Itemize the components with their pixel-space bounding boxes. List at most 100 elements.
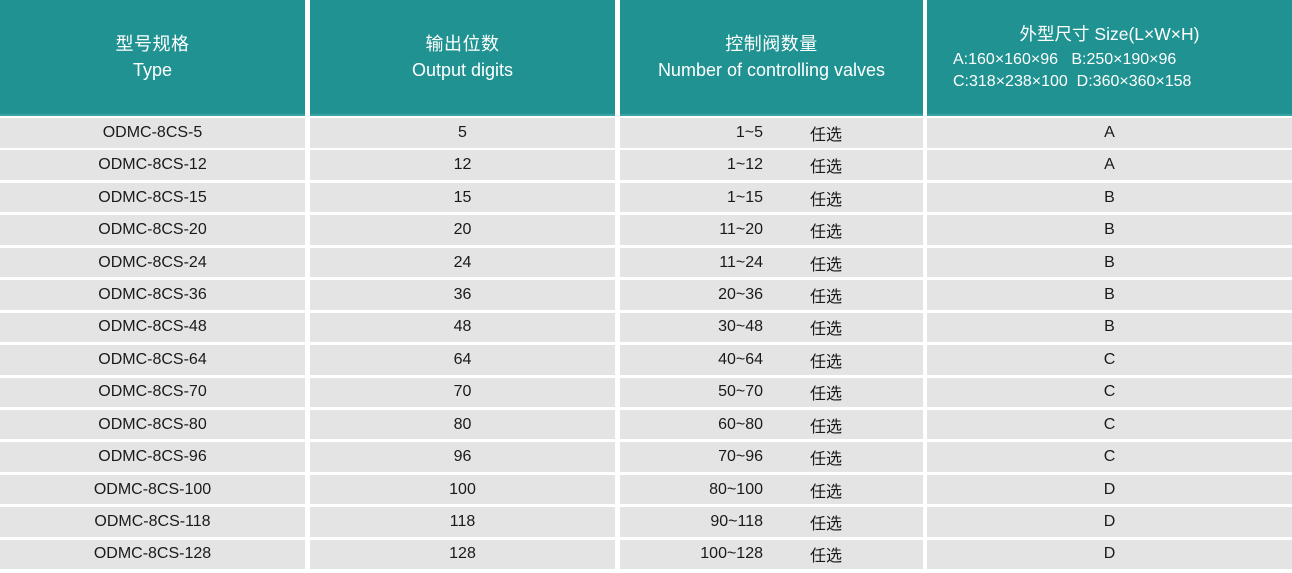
cell-valves: 100~128 任选 [620, 539, 923, 570]
column-divider-1 [305, 377, 310, 410]
column-divider-2 [615, 442, 620, 475]
column-divider-1 [305, 182, 310, 216]
column-divider-2 [615, 150, 620, 183]
cell-size: C [927, 409, 1292, 440]
cell-valve-range: 1~5 [735, 123, 763, 141]
column-divider-1 [305, 345, 310, 378]
cell-valve-range: 70~96 [718, 448, 763, 466]
cell-output-digits: 15 [310, 182, 615, 213]
column-header-size-line2: C:318×238×100 D:360×360×158 [953, 73, 1192, 90]
cell-size: A [927, 118, 1292, 148]
cell-type-value: ODMC-8CS-48 [98, 318, 207, 336]
header-divider-3 [923, 0, 927, 116]
cell-type: ODMC-8CS-24 [0, 247, 305, 278]
cell-output-digits: 36 [310, 280, 615, 310]
cell-valves: 11~24 任选 [620, 247, 923, 278]
cell-type-value: ODMC-8CS-5 [102, 123, 203, 141]
cell-output-digits-value: 36 [453, 285, 472, 303]
column-divider-2 [615, 507, 620, 540]
header-divider-2 [615, 0, 620, 116]
cell-output-digits-value: 118 [449, 513, 476, 530]
cell-output-digits: 20 [310, 215, 615, 245]
column-divider-1 [305, 150, 310, 183]
column-divider-1 [305, 247, 310, 281]
cell-valves: 40~64 任选 [620, 345, 923, 375]
cell-output-digits: 64 [310, 345, 615, 375]
column-divider-3 [923, 215, 927, 248]
cell-type: ODMC-8CS-80 [0, 409, 305, 440]
column-divider-2 [615, 247, 620, 281]
column-divider-2 [615, 215, 620, 248]
cell-type: ODMC-8CS-70 [0, 377, 305, 407]
cell-size-value: C [1103, 415, 1116, 433]
cell-type-value: ODMC-8CS-118 [94, 513, 211, 530]
cell-size: B [927, 312, 1292, 343]
column-header-size-line1: A:160×160×96 B:250×190×96 [953, 51, 1177, 68]
column-header-valves: 控制阀数量 Number of controlling valves [620, 0, 923, 116]
column-divider-3 [923, 182, 927, 216]
cell-valves: 50~70 任选 [620, 377, 923, 407]
cell-size: C [927, 345, 1292, 375]
cell-type: ODMC-8CS-96 [0, 442, 305, 472]
cell-size-value: B [1104, 253, 1115, 271]
column-divider-1 [305, 539, 310, 573]
cell-size-value: B [1104, 285, 1115, 303]
table-row: ODMC-8CS-5 5 1~5 任选 A [0, 118, 1292, 151]
cell-output-digits-value: 20 [453, 221, 472, 239]
column-divider-3 [923, 280, 927, 313]
cell-valve-range: 90~118 [710, 513, 763, 530]
cell-output-digits: 12 [310, 150, 615, 180]
cell-valve-range: 11~20 [719, 221, 763, 239]
column-header-output-digits: 输出位数 Output digits [310, 0, 615, 116]
cell-type: ODMC-8CS-20 [0, 215, 305, 245]
cell-type-value: ODMC-8CS-80 [98, 415, 207, 433]
cell-size-value: D [1103, 513, 1116, 530]
cell-size: B [927, 182, 1292, 213]
cell-valve-range: 100~128 [700, 545, 763, 563]
column-header-valves-en: Number of controlling valves [657, 60, 886, 80]
column-header-size: 外型尺寸 Size(L×W×H) A:160×160×96 B:250×190×… [927, 0, 1292, 116]
cell-size-value: C [1103, 383, 1116, 401]
cell-valves: 60~80 任选 [620, 409, 923, 440]
column-divider-2 [615, 409, 620, 443]
cell-valves: 20~36 任选 [620, 280, 923, 310]
cell-valve-range: 50~70 [718, 383, 763, 401]
cell-valve-option: 任选 [810, 321, 843, 339]
cell-valves: 90~118 任选 [620, 507, 923, 537]
column-divider-2 [615, 377, 620, 410]
cell-type: ODMC-8CS-64 [0, 345, 305, 375]
table-row: ODMC-8CS-118 118 90~118 任选 D [0, 507, 1292, 540]
cell-size: C [927, 377, 1292, 407]
column-divider-2 [615, 345, 620, 378]
column-divider-1 [305, 442, 310, 475]
cell-size-value: A [1104, 156, 1115, 174]
cell-type-value: ODMC-8CS-128 [93, 545, 212, 563]
column-header-output-digits-cn: 输出位数 [425, 34, 500, 54]
cell-type-value: ODMC-8CS-96 [98, 448, 207, 466]
column-divider-3 [923, 474, 927, 508]
cell-output-digits-value: 70 [453, 383, 472, 401]
column-divider-1 [305, 280, 310, 313]
column-divider-1 [305, 474, 310, 508]
cell-type-value: ODMC-8CS-70 [98, 383, 207, 401]
column-divider-3 [923, 539, 927, 573]
cell-output-digits-value: 48 [453, 318, 472, 336]
cell-valves: 1~15 任选 [620, 182, 923, 213]
table-header-row: 型号规格 Type 输出位数 Output digits 控制阀数量 Numbe… [0, 0, 1292, 118]
column-divider-2 [615, 312, 620, 346]
cell-valve-range: 80~100 [709, 480, 763, 498]
cell-type-value: ODMC-8CS-12 [98, 156, 207, 174]
cell-type: ODMC-8CS-12 [0, 150, 305, 180]
cell-valves: 11~20 任选 [620, 215, 923, 245]
column-divider-3 [923, 150, 927, 183]
cell-output-digits-value: 96 [453, 448, 472, 466]
cell-valves: 1~12 任选 [620, 150, 923, 180]
column-divider-3 [923, 507, 927, 540]
column-divider-3 [923, 377, 927, 410]
cell-size-value: B [1104, 221, 1115, 239]
cell-size: D [927, 539, 1292, 570]
cell-output-digits-value: 64 [453, 350, 472, 368]
cell-type-value: ODMC-8CS-100 [93, 480, 212, 498]
cell-valve-option: 任选 [810, 159, 843, 177]
cell-valve-option: 任选 [810, 418, 843, 436]
